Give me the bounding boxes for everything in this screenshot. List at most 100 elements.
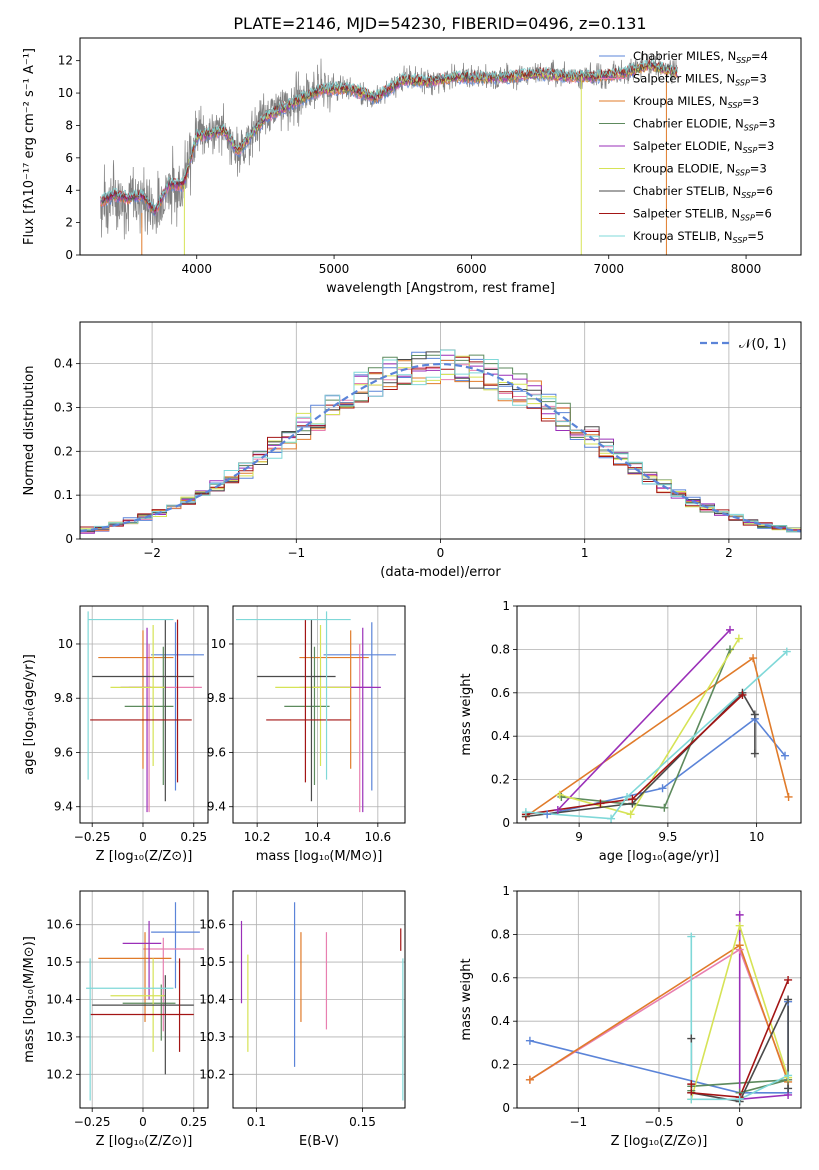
- y-tick-label: 0.4: [491, 729, 510, 743]
- y-tick-label: 0.4: [491, 1014, 510, 1028]
- x-tick-label: 4000: [181, 262, 212, 276]
- weight-point-marker: [735, 1095, 744, 1104]
- y-tick-label: 0: [65, 248, 73, 262]
- weight-line-5: [559, 638, 740, 816]
- legend-nssp-value: 5: [757, 229, 764, 243]
- y-tick-label: 1: [502, 884, 510, 898]
- weight-point-marker: [658, 784, 667, 793]
- x-tick-label: 9.5: [658, 830, 677, 844]
- panel-age-vs-Z: −0.25 0 0.25 9.4 9.6 9.8 10 Z [log₁₀(Z/Z⊙)] age …: [22, 605, 209, 864]
- y-tick-label: 10.2: [46, 1067, 73, 1081]
- x-axis-label: mass [log₁₀(M/M⊙)]: [256, 849, 383, 864]
- weight-point-marker: [738, 690, 747, 699]
- y-axis-label: mass weight: [459, 673, 474, 755]
- legend-ssp-subscript: SSP: [743, 146, 758, 155]
- legend-equals: =: [757, 139, 767, 153]
- legend-n-symbol: , N: [720, 49, 736, 63]
- y-tick-label: 0.6: [491, 971, 510, 985]
- weight-point-marker: [784, 975, 793, 984]
- y-tick-label: 10.6: [46, 918, 73, 932]
- panel-residuals: −2 −1 0 1 2 0 0.1 0.2 0.3 0.4 (data-model)/error No…: [22, 321, 802, 580]
- y-tick-label: 10.6: [199, 918, 226, 932]
- y-tick-label: 10.5: [46, 955, 73, 969]
- legend-nssp-value: 4: [761, 49, 768, 63]
- x-tick-label: −0.25: [74, 1115, 111, 1129]
- legend-label-6: Chabrier STELIB, NSSP=6: [633, 184, 773, 200]
- legend-ssp-subscript: SSP: [744, 124, 759, 133]
- legend-model-name: Salpeter MILES: [633, 72, 719, 86]
- legend-label-3: Chabrier ELODIE, NSSP=3: [633, 117, 775, 133]
- weight-point-marker: [726, 625, 734, 634]
- plot-area-mass-vs-EBV: [233, 891, 405, 1108]
- axes-frame: [232, 890, 406, 1109]
- x-tick-label: 0.25: [180, 830, 207, 844]
- weight-point-marker: [525, 1075, 534, 1084]
- weight-point-marker: [553, 805, 562, 814]
- y-tick-label: 0: [65, 532, 73, 546]
- panel-mass-weight-vs-Z: −1 −0.5 0 0 0.2 0.4 0.6 0.8 1 Z [log₁₀(Z/Z⊙)] mass…: [459, 884, 802, 1149]
- x-tick-label: −0.25: [74, 830, 111, 844]
- x-tick-label: 1: [581, 546, 589, 560]
- x-axis-label: wavelength [Angstrom, rest frame]: [326, 281, 555, 296]
- plot-area-age-vs-Z: [80, 606, 208, 823]
- legend-n-symbol: , N: [725, 184, 741, 198]
- plot-area-age-vs-mass: [233, 606, 405, 823]
- y-tick-label: 4: [65, 183, 73, 197]
- legend-nssp-value: 3: [759, 72, 766, 86]
- weight-point-marker: [734, 634, 743, 643]
- legend-equals: =: [756, 184, 766, 198]
- legend-model-name: Kroupa ELODIE: [633, 162, 719, 176]
- weight-point-marker: [596, 799, 605, 808]
- y-tick-label: 0.2: [491, 1058, 510, 1072]
- y-tick-label: 9.6: [207, 745, 226, 759]
- y-tick-label: 2: [65, 216, 73, 230]
- weight-point-marker: [623, 792, 632, 801]
- legend-equals: =: [750, 72, 760, 86]
- y-tick-label: 10.4: [46, 993, 73, 1007]
- y-tick-label: 0.6: [491, 686, 510, 700]
- weight-point-marker: [784, 1084, 793, 1093]
- legend-label-5: Kroupa ELODIE, NSSP=3: [633, 162, 767, 178]
- legend-n-symbol: , N: [717, 229, 733, 243]
- gaussian-curve: [80, 362, 801, 533]
- x-axis-label: Z [log₁₀(Z/Z⊙)]: [96, 849, 193, 864]
- x-axis-label: Z [log₁₀(Z/Z⊙)]: [611, 1134, 708, 1149]
- x-tick-label: −1: [569, 1115, 587, 1129]
- legend-model-name: Chabrier ELODIE: [633, 117, 728, 131]
- weight-point-marker: [749, 654, 758, 663]
- y-tick-label: 12: [58, 54, 73, 68]
- weight-point-marker: [555, 790, 564, 799]
- legend-equals: =: [750, 162, 760, 176]
- legend-ssp-subscript: SSP: [741, 191, 756, 200]
- model-spectrum-8: [100, 59, 678, 211]
- y-axis-label: age [log₁₀(age/yr)]: [22, 654, 37, 775]
- x-axis-label: (data-model)/error: [380, 565, 501, 580]
- axes-frame: [516, 890, 802, 1109]
- y-tick-label: 9.8: [54, 691, 73, 705]
- weight-line-4: [557, 629, 731, 811]
- x-tick-label: 6000: [456, 262, 487, 276]
- x-tick-label: 10.6: [364, 830, 391, 844]
- axes-frame: [232, 605, 406, 824]
- y-tick-label: 1: [502, 599, 510, 613]
- legend-model-name: Chabrier MILES: [633, 49, 720, 63]
- legend-n-symbol: , N: [719, 162, 735, 176]
- weight-point-marker: [726, 645, 734, 654]
- weight-point-marker: [782, 647, 791, 656]
- weight-line-8: [690, 936, 789, 1101]
- x-tick-label: −1: [287, 546, 305, 560]
- y-tick-label: 0.4: [54, 357, 73, 371]
- legend-nssp-value: 3: [768, 117, 775, 131]
- weight-point-marker: [781, 751, 790, 760]
- y-tick-label: 0: [502, 1101, 510, 1115]
- panel-mass-weight-vs-age: 9 9.5 10 0 0.2 0.4 0.6 0.8 1 age [log₁₀(age/yr)] m…: [459, 599, 802, 864]
- weight-point-marker: [784, 792, 793, 801]
- y-axis-label: mass weight: [459, 958, 474, 1040]
- y-tick-label: 0.2: [54, 444, 73, 458]
- weight-point-marker: [784, 995, 793, 1004]
- x-tick-label: 0: [139, 830, 147, 844]
- legend-gaussian-label: 𝒩(0, 1): [739, 337, 786, 352]
- y-tick-label: 0: [502, 816, 510, 830]
- legend-ssp-subscript: SSP: [735, 169, 750, 178]
- x-tick-label: 0.15: [349, 1115, 376, 1129]
